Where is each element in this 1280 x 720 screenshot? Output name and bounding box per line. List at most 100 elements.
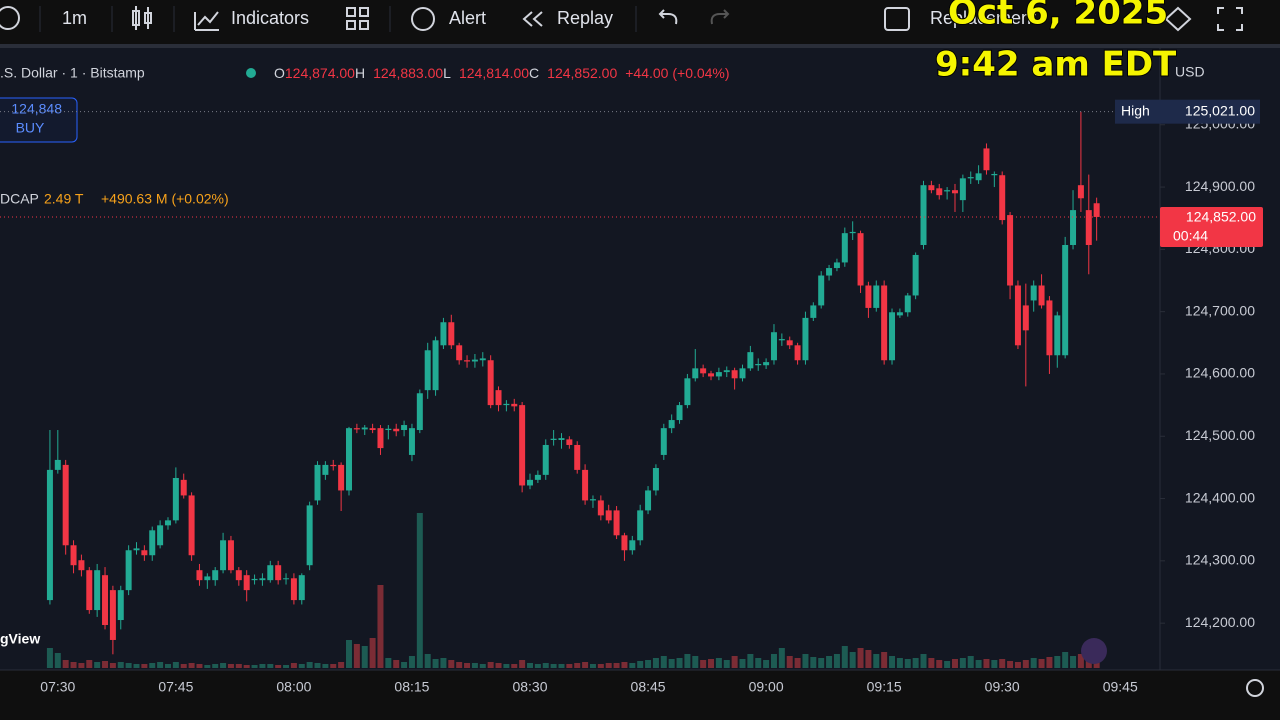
volume-bar [810, 657, 817, 668]
candle-body [377, 428, 384, 449]
candle-body [448, 322, 455, 346]
candle-body [86, 570, 93, 611]
volume-bar [448, 660, 455, 668]
alert-button[interactable]: Alert [449, 8, 486, 28]
candle-body [78, 560, 85, 571]
y-tick-label: 124,500.00 [1185, 427, 1255, 443]
y-tick-label: 124,300.00 [1185, 552, 1255, 568]
candle-body [172, 477, 179, 521]
candle-body [715, 372, 722, 377]
last-price-label: 124,852.00 [1186, 209, 1256, 225]
volume-bar [298, 664, 305, 668]
candle-body [157, 525, 164, 546]
add-icon[interactable] [0, 6, 20, 30]
candle-body [739, 368, 746, 379]
volume-bar [495, 663, 502, 668]
volume-bar [637, 661, 644, 668]
buy-button[interactable] [0, 97, 78, 143]
volume-bar [534, 664, 541, 668]
volume-bar [833, 654, 840, 668]
volume-bar [290, 663, 297, 668]
volume-bar [613, 663, 620, 668]
indicator-value: 2.49 T [44, 191, 84, 207]
candle-body [393, 428, 400, 432]
volume-bar [589, 664, 596, 668]
candles-icon[interactable] [132, 6, 152, 30]
candle-body [1085, 210, 1092, 245]
candle-body [125, 550, 132, 591]
x-tick-label: 09:15 [867, 679, 902, 695]
volume-bar [70, 662, 77, 668]
candle-body [951, 190, 958, 194]
assistant-icon[interactable] [1081, 638, 1107, 664]
volume-bar [141, 664, 148, 668]
x-tick-label: 08:15 [394, 679, 429, 695]
toolbar: 1m Indicators Alert Replay Replacement [0, 6, 1243, 32]
candle-body [220, 540, 227, 571]
axis-settings-icon[interactable] [1246, 679, 1264, 697]
alert-icon[interactable] [411, 7, 435, 31]
candle-body [778, 339, 785, 341]
volume-bar [361, 646, 368, 668]
volume-bar [936, 660, 943, 668]
volume-bar [353, 644, 360, 668]
redo-icon[interactable] [710, 9, 730, 25]
y-tick-label: 124,400.00 [1185, 489, 1255, 505]
volume-bar [86, 660, 93, 668]
candle-body [283, 578, 290, 580]
volume-bar [896, 658, 903, 668]
candle-body [826, 268, 833, 276]
volume-bar [204, 665, 211, 668]
candle-body [424, 350, 431, 391]
undo-icon[interactable] [658, 9, 678, 25]
candle-body [243, 575, 250, 591]
volume-bar [605, 663, 612, 668]
volume-bar [645, 660, 652, 668]
candle-body [440, 322, 447, 346]
candle-body [676, 405, 683, 421]
volume-bar [1062, 652, 1069, 668]
volume-bar [574, 663, 581, 668]
candle-body [991, 173, 998, 176]
candle-body [204, 576, 211, 581]
candle-body [597, 500, 604, 516]
watermark: gView [0, 631, 40, 647]
candle-body [786, 340, 793, 346]
candle-body [542, 444, 549, 475]
x-tick-label: 09:00 [749, 679, 784, 695]
candle-body [369, 428, 376, 431]
candle-body [330, 464, 337, 467]
volume-bar [527, 663, 534, 668]
candle-body [527, 479, 534, 486]
hidden-button[interactable]: Replacement [930, 8, 1036, 28]
volume-bar [818, 658, 825, 668]
candle-body [408, 428, 415, 455]
countdown: 00:44 [1173, 228, 1208, 244]
candle-body [267, 565, 274, 581]
y-tick-label: 124,900.00 [1185, 178, 1255, 194]
candle-body [920, 185, 927, 245]
layouts-icon[interactable] [346, 7, 369, 30]
checkbox[interactable] [884, 7, 910, 31]
volume-bar [582, 662, 589, 668]
ohlc-values: O124,874.00H 124,883.00L 124,814.00C 124,85… [274, 65, 730, 81]
candle-body [519, 405, 526, 486]
candle-body [566, 439, 573, 445]
candle-body [1038, 285, 1045, 306]
candle-body [637, 510, 644, 541]
settings-icon[interactable] [1164, 6, 1192, 32]
y-tick-label: 124,200.00 [1185, 614, 1255, 630]
indicators-button[interactable]: Indicators [231, 8, 309, 28]
volume-bar [401, 662, 408, 668]
interval[interactable]: 1m [62, 8, 87, 28]
indicators-icon[interactable] [194, 11, 219, 31]
volume-bar [456, 662, 463, 668]
replay-icon[interactable] [522, 11, 543, 27]
volume-bar [881, 652, 888, 668]
volume-bar [416, 513, 423, 668]
replay-button[interactable]: Replay [557, 8, 613, 28]
x-tick-label: 08:00 [276, 679, 311, 695]
volume-bar [692, 656, 699, 668]
fullscreen-icon[interactable] [1217, 7, 1243, 31]
candle-body [668, 420, 675, 429]
